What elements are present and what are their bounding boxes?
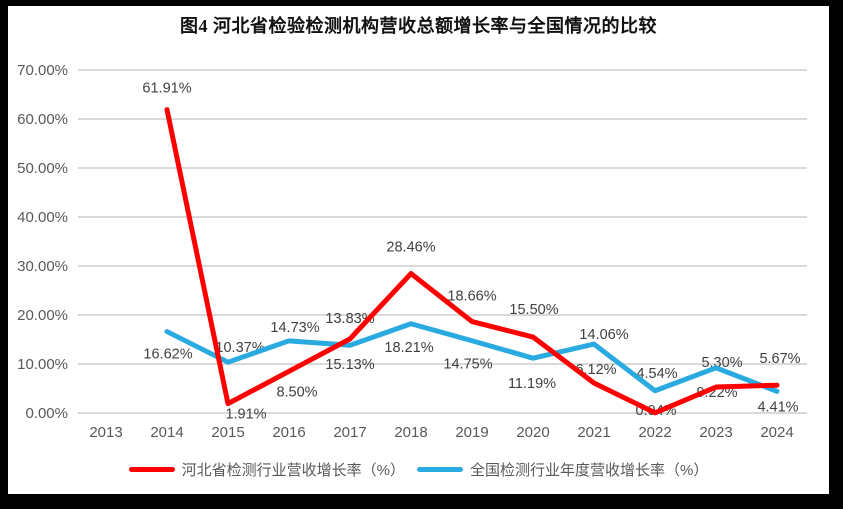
- y-axis-tick-label: 30.00%: [17, 258, 68, 275]
- x-axis-tick-label: 2013: [89, 424, 122, 441]
- data-label-hebei: 8.50%: [276, 384, 317, 400]
- legend-item-hebei: 河北省检测行业营收增长率（%）: [128, 459, 405, 480]
- data-label-national: 14.06%: [579, 327, 628, 343]
- data-label-national: 4.54%: [636, 366, 677, 382]
- series-line-hebei: [164, 107, 780, 416]
- x-axis-tick-label: 2023: [699, 424, 732, 441]
- y-axis-tick-label: 50.00%: [17, 160, 68, 177]
- data-label-hebei: 1.91%: [225, 407, 266, 423]
- y-axis-tick-label: 20.00%: [17, 307, 68, 324]
- legend-item-national: 全国检测行业年度营收增长率（%）: [417, 459, 708, 480]
- data-label-national: 14.75%: [443, 357, 492, 373]
- data-label-national: 4.41%: [757, 399, 798, 415]
- data-label-hebei: 15.50%: [509, 302, 558, 318]
- data-label-national: 16.62%: [143, 347, 192, 363]
- data-label-hebei: 5.67%: [759, 351, 800, 367]
- x-axis-tick-label: 2014: [150, 424, 183, 441]
- legend-label-national: 全国检测行业年度营收增长率（%）: [470, 462, 709, 479]
- x-axis-tick-label: 2024: [760, 424, 793, 441]
- x-axis-tick-label: 2020: [516, 424, 549, 441]
- chart-title: 图4 河北省检验检测机构营收总额增长率与全国情况的比较: [180, 16, 657, 36]
- chart-legend: 河北省检测行业营收增长率（%） 全国检测行业年度营收增长率（%）: [8, 459, 829, 480]
- x-axis-tick-label: 2016: [272, 424, 305, 441]
- data-label-national: 14.73%: [270, 320, 319, 336]
- x-axis-tick-label: 2017: [333, 424, 366, 441]
- hebei-line-sample: [128, 467, 175, 472]
- chart-plot-area: 0.00% 10.00% 20.00% 30.00% 40.00% 50.00% 60.00…: [17, 62, 807, 441]
- data-label-hebei: 15.13%: [325, 357, 374, 373]
- data-label-hebei: 61.91%: [142, 81, 191, 97]
- y-axis-tick-label: 70.00%: [17, 62, 68, 79]
- x-axis-tick-label: 2021: [577, 424, 610, 441]
- x-axis-tick-label: 2022: [638, 424, 671, 441]
- y-axis-tick-label: 0.00%: [25, 405, 68, 422]
- data-label-national: 11.19%: [508, 376, 556, 392]
- x-axis-tick-label: 2018: [394, 424, 427, 441]
- y-axis-tick-label: 40.00%: [17, 209, 68, 226]
- series-line-national: [164, 321, 780, 394]
- chart-panel: 图4 河北省检验检测机构营收总额增长率与全国情况的比较 0.00% 10.00% 2…: [8, 6, 829, 494]
- data-label-hebei: 18.66%: [447, 289, 496, 305]
- national-line-sample: [417, 467, 463, 472]
- legend-label-hebei: 河北省检测行业营收增长率（%）: [181, 462, 405, 479]
- y-axis-tick-label: 60.00%: [17, 111, 68, 128]
- data-label-hebei: 28.46%: [386, 240, 435, 256]
- data-label-national: 18.21%: [384, 340, 433, 356]
- y-axis-tick-label: 10.00%: [17, 356, 68, 373]
- x-axis-tick-label: 2015: [211, 424, 244, 441]
- x-axis-tick-label: 2019: [455, 424, 488, 441]
